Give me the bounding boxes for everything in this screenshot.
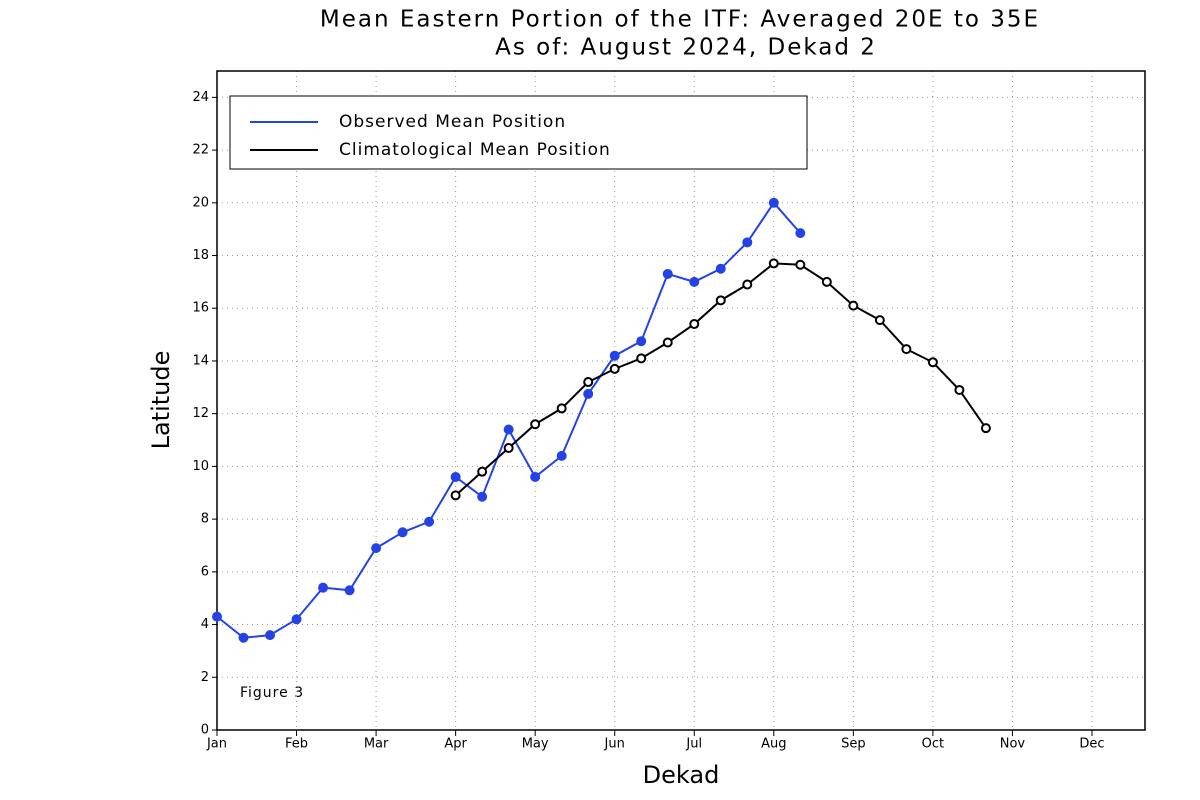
data-point [318,582,329,593]
data-point [609,363,620,374]
data-point [636,353,647,364]
x-tick-label: Aug [761,737,786,752]
y-tick-label: 0 [201,723,209,738]
data-point [212,611,222,622]
data-point [980,423,991,434]
x-tick-label: Jul [685,737,702,752]
data-point [583,388,594,399]
legend-box [229,95,808,170]
x-tick-label: Jun [604,737,625,752]
data-point [477,491,488,502]
chart-title: Mean Eastern Portion of the ITF: Average… [320,7,1040,33]
y-tick-label: 22 [192,143,209,158]
series-line [216,201,802,639]
data-point [689,276,700,287]
y-tick-label: 24 [192,90,209,105]
legend-label: Climatological Mean Position [339,140,611,160]
data-point [795,228,806,239]
data-point [742,279,753,290]
data-point [450,490,461,501]
data-point [954,384,965,395]
data-point [768,197,779,208]
legend-label: Observed Mean Position [339,112,566,132]
data-point [556,403,567,414]
data-point [424,516,435,527]
data-point [874,315,885,326]
data-point [450,471,461,482]
data-point [662,268,673,279]
data-point [795,259,806,270]
x-tick-label: Sep [841,737,866,752]
data-point [556,450,567,461]
x-tick-label: Feb [285,737,308,752]
data-point [821,276,832,287]
x-tick-label: Apr [444,737,467,752]
x-tick-label: Oct [922,737,944,752]
y-tick-label: 16 [192,301,209,316]
x-axis-label: Dekad [643,761,720,789]
y-tick-label: 4 [201,617,209,632]
data-point [503,442,514,453]
x-tick-label: May [522,737,549,752]
data-point [636,336,647,347]
y-tick-label: 18 [192,248,209,263]
data-point [371,543,382,554]
data-point [768,258,779,269]
data-point [715,263,726,274]
data-point [530,419,541,430]
annotation: Figure 3 [240,685,304,701]
data-point [715,295,726,306]
x-tick-label: Mar [364,737,389,752]
x-tick-label: Jan [206,737,227,752]
chart-subtitle: As of: August 2024, Dekad 2 [495,35,877,61]
data-point [503,424,514,435]
data-point [901,344,912,355]
y-tick-label: 8 [201,512,209,527]
data-point [662,337,673,348]
data-point [689,319,700,330]
y-tick-label: 2 [201,670,209,685]
y-tick-label: 6 [201,564,209,579]
data-point [848,300,859,311]
data-point [265,630,276,641]
y-tick-label: 14 [192,353,209,368]
data-point [344,585,355,596]
plot-frame [216,70,1146,731]
y-tick-label: 12 [192,406,209,421]
data-point [742,237,753,248]
data-point [291,614,302,625]
data-point [397,527,408,538]
x-tick-label: Dec [1079,737,1104,752]
y-tick-label: 10 [192,459,209,474]
y-tick-label: 20 [192,195,209,210]
data-point [477,466,488,477]
data-point [583,377,594,388]
data-point [530,471,541,482]
data-point [609,350,620,361]
y-axis-label: Latitude [147,351,175,450]
data-point [238,632,249,643]
data-point [927,357,938,368]
x-tick-label: Nov [1000,737,1026,752]
